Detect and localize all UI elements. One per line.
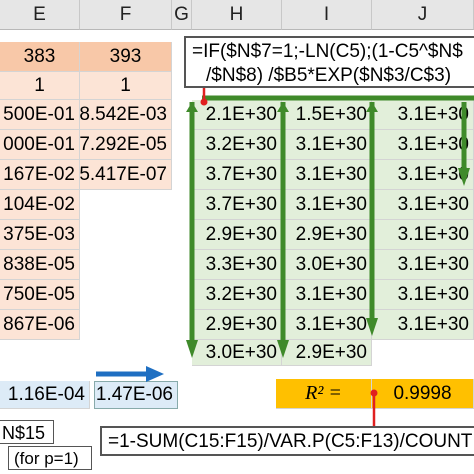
cell-i[interactable]: 3.1E+30 — [282, 280, 372, 310]
cell-h[interactable]: 3.0E+30 — [192, 340, 282, 366]
cell-f-top[interactable]: 393 — [80, 42, 172, 72]
cell-f-bottom[interactable]: 1.47E-06 — [94, 381, 178, 409]
cell-e[interactable]: 867E-06 — [0, 310, 80, 340]
cell-i[interactable]: 2.9E+30 — [282, 340, 372, 366]
cell-i[interactable]: 3.1E+30 — [282, 130, 372, 160]
cell-e-bottom[interactable]: 1.16E-04 — [0, 381, 90, 409]
cell-i[interactable]: 3.1E+30 — [282, 310, 372, 340]
cell-j[interactable]: 3.1E+30 — [372, 310, 474, 340]
column-header-e[interactable]: E — [0, 0, 80, 30]
cell-e[interactable]: 500E-01 — [0, 100, 80, 130]
cell-f[interactable]: 8.542E-03 — [79, 100, 172, 130]
cell-e[interactable]: 750E-05 — [0, 280, 80, 310]
for-p-note: (for p=1) — [8, 446, 92, 470]
cell-f[interactable]: 7.292E-05 — [79, 130, 172, 160]
red-pointers — [200, 86, 378, 428]
cell-e[interactable]: 375E-03 — [0, 220, 80, 250]
column-header-i[interactable]: I — [282, 0, 372, 30]
cell-e-ones[interactable]: 1 — [0, 72, 80, 100]
column-header-f[interactable]: F — [80, 0, 172, 30]
cell-e-top[interactable]: 383 — [0, 42, 80, 72]
column-header-g[interactable]: G — [172, 0, 192, 30]
cell-e[interactable]: 167E-02 — [0, 160, 80, 190]
green-arrowheads — [186, 102, 470, 358]
column-header-j[interactable]: J — [372, 0, 474, 30]
formula-annotation-bottom: =1-SUM(C15:F15)/VAR.P(C5:F13)/COUNT — [100, 426, 474, 456]
cell-h[interactable]: 2.9E+30 — [192, 310, 282, 340]
green-arrows — [189, 95, 474, 345]
r-squared-label: R² = — [276, 379, 372, 409]
r-squared-value[interactable]: 0.9998 — [372, 379, 474, 409]
cell-j[interactable]: 3.1E+30 — [372, 280, 474, 310]
cell-h[interactable]: 2.9E+30 — [192, 220, 282, 250]
column-header-h[interactable]: H — [192, 0, 282, 30]
formula-line-2: /$N$8) /$B5*EXP($N$3/C$3) — [206, 65, 452, 86]
cell-e[interactable]: 000E-01 — [0, 130, 80, 160]
cell-h[interactable]: 3.2E+30 — [192, 130, 282, 160]
cell-e[interactable]: 104E-02 — [0, 190, 80, 220]
cell-f[interactable]: 5.417E-07 — [79, 160, 172, 190]
cell-e[interactable]: 838E-05 — [0, 250, 80, 280]
blue-arrow — [96, 366, 164, 382]
cell-f-ones[interactable]: 1 — [80, 72, 172, 100]
cell-j[interactable]: 3.1E+30 — [372, 100, 474, 130]
cell-reference-label: N$15 — [0, 420, 54, 444]
cell-i[interactable]: 3.0E+30 — [282, 250, 372, 280]
cell-i[interactable]: 2.9E+30 — [282, 220, 372, 250]
cell-j[interactable]: 3.1E+30 — [372, 130, 474, 160]
cell-j[interactable]: 3.1E+30 — [372, 190, 474, 220]
cell-h[interactable]: 2.1E+30 — [192, 100, 282, 130]
cell-i[interactable]: 3.1E+30 — [282, 160, 372, 190]
cell-j[interactable]: 3.1E+30 — [372, 250, 474, 280]
formula-annotation-top: =IF($N$7=1;-LN(C5);(1-C5^$N$ /$N$8) /$B5… — [184, 36, 474, 88]
cell-j[interactable]: 3.1E+30 — [372, 160, 474, 190]
formula-line-1: =IF($N$7=1;-LN(C5);(1-C5^$N$ — [192, 41, 463, 62]
cell-i[interactable]: 3.1E+30 — [282, 190, 372, 220]
cell-h[interactable]: 3.7E+30 — [192, 160, 282, 190]
cell-i[interactable]: 1.5E+30 — [282, 100, 372, 130]
cell-h[interactable]: 3.2E+30 — [192, 280, 282, 310]
